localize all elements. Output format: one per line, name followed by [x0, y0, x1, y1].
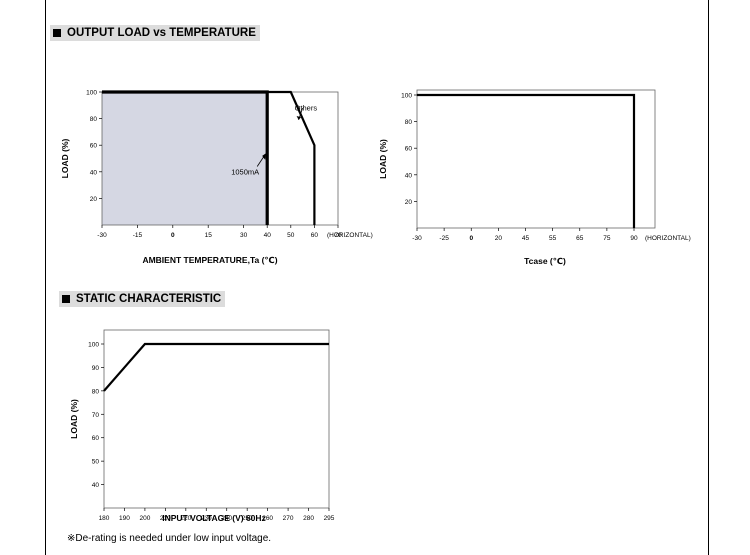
- x-axis-label: INPUT VOLTAGE (V) 60Hz: [162, 513, 266, 523]
- y-tick-label: 40: [405, 172, 413, 179]
- y-tick-label: 100: [88, 342, 99, 349]
- x-tick-label: 65: [576, 235, 584, 242]
- x-tick-label: 280: [303, 515, 314, 522]
- x-tick-label: 210: [160, 515, 171, 522]
- x-tick-label: 20: [495, 235, 503, 242]
- x-tick-label: 260: [262, 515, 273, 522]
- x-tick-label: 270: [283, 515, 294, 522]
- y-axis-label: LOAD (%): [60, 139, 70, 179]
- x-tick-label: 75: [603, 235, 611, 242]
- section-heading-load-vs-temp: OUTPUT LOAD vs TEMPERATURE: [50, 25, 260, 41]
- plot-frame: [103, 329, 330, 509]
- y-tick-label: 40: [90, 169, 98, 176]
- x-tick-label: 295: [324, 515, 335, 522]
- x-tick-label: 0: [469, 235, 473, 242]
- y-tick-label: 80: [90, 116, 98, 123]
- y-tick-label: 50: [92, 459, 100, 466]
- x-unit-label: (HORIZONTAL): [327, 232, 373, 239]
- page-frame: [45, 0, 709, 555]
- x-tick-label: -30: [97, 232, 107, 239]
- x-tick-label: 50: [287, 232, 295, 239]
- y-axis-label: LOAD (%): [69, 399, 79, 439]
- load-vs-ambient-temperature-chart: 20 40 60 80 100 -30 -15 0 15 30 40 50 60 70(HORIZONTA…: [60, 90, 373, 266]
- y-tick-label: 40: [92, 482, 100, 489]
- y-tick-label: 100: [401, 93, 412, 100]
- x-tick-label: 90: [630, 235, 638, 242]
- x-tick-label: 180: [99, 515, 110, 522]
- y-tick-label: 60: [90, 143, 98, 150]
- annotation-1050ma: 1050mA: [231, 167, 259, 176]
- arrow-head-icon: [296, 115, 302, 120]
- x-tick-label: 0: [171, 232, 175, 239]
- x-tick-label: -15: [133, 232, 143, 239]
- section-title: STATIC CHARACTERISTIC: [76, 293, 222, 305]
- y-tick-label: 20: [90, 196, 98, 203]
- section-title: OUTPUT LOAD vs TEMPERATURE: [67, 27, 256, 39]
- y-tick-label: 60: [92, 435, 100, 442]
- x-axis-label: AMBIENT TEMPERATURE,Ta (℃): [142, 255, 277, 265]
- x-unit-label: (HORIZONTAL): [645, 235, 691, 242]
- x-tick-label: 250: [242, 515, 253, 522]
- x-tick-label: -30: [412, 235, 422, 242]
- x-tick-label: 200: [139, 515, 150, 522]
- series-line: [103, 342, 329, 392]
- series-line: [267, 90, 316, 225]
- x-tick-label: 70: [334, 232, 342, 239]
- y-tick-label: 100: [86, 90, 97, 97]
- x-tick-label: 45: [522, 235, 530, 242]
- x-tick-label: 55: [549, 235, 557, 242]
- x-tick-label: 240: [221, 515, 232, 522]
- x-tick-label: -25: [439, 235, 449, 242]
- y-tick-label: 80: [92, 388, 100, 395]
- x-tick-label: 40: [264, 232, 272, 239]
- x-tick-label: 230: [201, 515, 212, 522]
- square-bullet-icon: [62, 295, 70, 303]
- load-vs-input-voltage-chart: 40 50 60 70 80 90 100 180 190 200 210 220 230 240 250 2…: [69, 329, 335, 523]
- square-bullet-icon: [53, 29, 61, 37]
- y-axis-label: LOAD (%): [378, 139, 388, 179]
- annotation-others: Others: [295, 103, 318, 112]
- derating-note: ※De-rating is needed under low input vol…: [67, 533, 272, 544]
- x-tick-label: 15: [205, 232, 213, 239]
- load-vs-tcase-chart: 20 40 60 80 100 -30 -25 0 20 45 55 65 75 90 (HORIZONTA…: [378, 89, 691, 266]
- y-tick-label: 20: [405, 199, 413, 206]
- x-tick-label: 30: [240, 232, 248, 239]
- x-axis-label: Tcase (℃): [524, 256, 566, 266]
- x-tick-label: 190: [119, 515, 130, 522]
- plot-frame: [416, 89, 656, 229]
- y-tick-label: 70: [92, 412, 100, 419]
- y-tick-label: 90: [92, 365, 100, 372]
- y-tick-label: 80: [405, 119, 413, 126]
- y-tick-label: 60: [405, 146, 413, 153]
- arrow-head-icon: [262, 153, 267, 160]
- series-line: [417, 93, 636, 228]
- shaded-derating-area: [102, 92, 268, 225]
- x-tick-label: 60: [311, 232, 319, 239]
- section-heading-static: STATIC CHARACTERISTIC: [59, 291, 226, 307]
- x-tick-label: 220: [180, 515, 191, 522]
